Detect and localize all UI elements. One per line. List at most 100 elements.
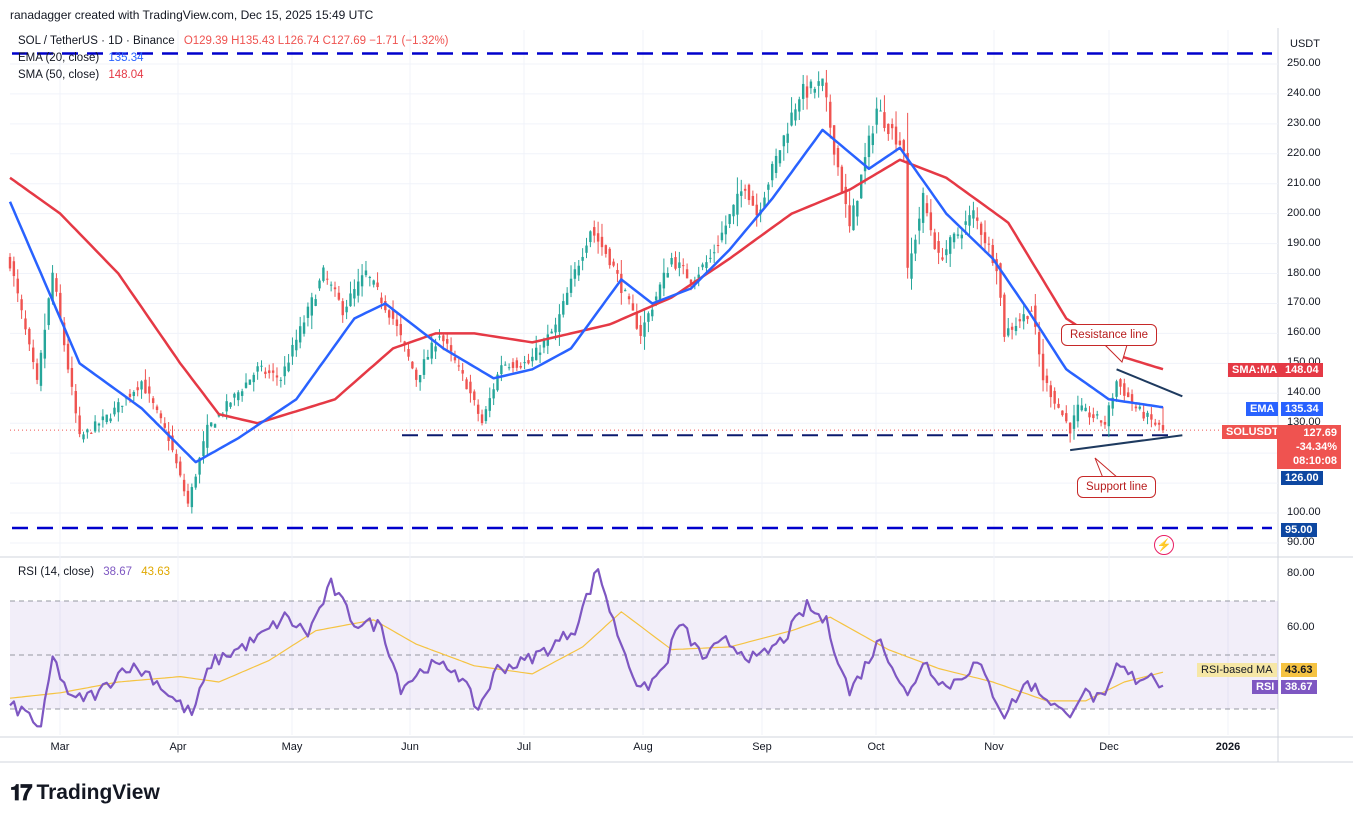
tradingview-logo[interactable]: 𝟏𝟕 TradingView bbox=[10, 780, 160, 806]
candle-body bbox=[1068, 422, 1072, 434]
candle-body bbox=[233, 393, 236, 398]
candle-body bbox=[867, 135, 871, 158]
candle bbox=[1126, 387, 1130, 398]
candle-body bbox=[794, 109, 797, 121]
candle-body bbox=[596, 233, 600, 242]
candle bbox=[798, 96, 801, 121]
candle-body bbox=[1096, 414, 1099, 416]
candle-body bbox=[322, 267, 325, 281]
candle-body bbox=[960, 234, 964, 239]
candle-body bbox=[612, 261, 615, 266]
candle-body bbox=[229, 402, 232, 407]
candle-body bbox=[461, 370, 464, 374]
candle bbox=[298, 316, 302, 349]
candle bbox=[1150, 407, 1153, 428]
resistance-line-label[interactable]: Resistance line bbox=[1061, 324, 1157, 346]
candle bbox=[701, 262, 704, 271]
candle bbox=[751, 190, 755, 206]
candle bbox=[457, 358, 461, 372]
candle-body bbox=[1053, 390, 1056, 404]
candle-body bbox=[639, 324, 642, 336]
legend-rsi-row[interactable]: RSI (14, close) 38.67 43.63 bbox=[18, 566, 170, 578]
candle bbox=[260, 360, 263, 372]
candle bbox=[291, 337, 294, 365]
candle-body bbox=[86, 429, 89, 433]
candle-body bbox=[604, 245, 608, 254]
candle-body bbox=[387, 310, 391, 318]
candle-body bbox=[662, 272, 666, 289]
candle bbox=[488, 387, 491, 418]
candle-body bbox=[856, 200, 859, 217]
candle-body bbox=[1138, 406, 1141, 409]
candle-body bbox=[906, 152, 909, 268]
candle-body bbox=[109, 418, 112, 422]
candle bbox=[1068, 422, 1072, 443]
candle bbox=[844, 173, 847, 218]
candle-body bbox=[948, 237, 952, 254]
candle-body bbox=[182, 479, 186, 492]
candle-body bbox=[476, 404, 480, 414]
candle-body bbox=[8, 256, 12, 269]
candle-body bbox=[252, 374, 255, 383]
candle bbox=[507, 363, 511, 371]
candle bbox=[8, 253, 12, 272]
price-tick-label: 170.00 bbox=[1287, 296, 1321, 309]
candle-body bbox=[43, 329, 47, 359]
candle bbox=[105, 414, 108, 425]
candle-body bbox=[333, 287, 337, 290]
candle-body bbox=[1030, 310, 1033, 312]
legend-symbol-row[interactable]: SOL / TetherUS · 1D · Binance O129.39 H1… bbox=[18, 35, 449, 47]
candle-body bbox=[248, 379, 252, 385]
candle bbox=[767, 182, 770, 203]
candle-body bbox=[790, 112, 793, 126]
candle-body bbox=[1115, 381, 1118, 397]
candle-body bbox=[314, 299, 317, 306]
candle-body bbox=[295, 339, 298, 351]
candle-body bbox=[345, 306, 348, 313]
candle-body bbox=[538, 352, 542, 355]
candle-body bbox=[623, 290, 627, 292]
candle bbox=[732, 204, 735, 225]
candle-body bbox=[1037, 332, 1041, 355]
candle bbox=[318, 278, 321, 291]
candle bbox=[1026, 315, 1029, 324]
candle bbox=[206, 414, 209, 457]
candle-body bbox=[155, 406, 159, 411]
candle-body bbox=[558, 314, 561, 332]
candle bbox=[159, 410, 163, 424]
alert-lightning-icon[interactable]: ⚡ bbox=[1154, 535, 1174, 555]
candle-body bbox=[39, 352, 43, 386]
candle bbox=[558, 304, 561, 346]
candle bbox=[1157, 419, 1161, 431]
candle-body bbox=[705, 262, 708, 269]
resistance-callout-tail bbox=[1104, 344, 1128, 363]
candle-body bbox=[848, 205, 851, 227]
candle bbox=[148, 376, 151, 403]
candle-body bbox=[194, 476, 197, 488]
candle-body bbox=[627, 296, 631, 300]
support-callout-tail bbox=[1094, 457, 1119, 479]
candle-body bbox=[678, 262, 681, 269]
candle bbox=[569, 265, 573, 298]
legend-sma-row[interactable]: SMA (50, close) 148.04 bbox=[18, 69, 144, 81]
candle-body bbox=[527, 360, 530, 364]
support-line-label[interactable]: Support line bbox=[1077, 476, 1157, 498]
candle bbox=[186, 483, 190, 507]
legend-ema-row[interactable]: EMA (20, close) 135.34 bbox=[18, 52, 144, 64]
candle-body bbox=[368, 277, 372, 279]
candle-body bbox=[198, 457, 201, 475]
candle bbox=[794, 103, 797, 126]
candle bbox=[32, 339, 35, 370]
candle-body bbox=[306, 306, 310, 318]
candle bbox=[256, 362, 259, 380]
candle-body bbox=[337, 292, 341, 300]
price-tick-label: 230.00 bbox=[1287, 116, 1321, 129]
candle bbox=[523, 355, 526, 370]
candle bbox=[364, 260, 368, 278]
candle-body bbox=[59, 292, 62, 319]
candle-body bbox=[763, 197, 766, 208]
candle bbox=[821, 78, 824, 92]
candle-body bbox=[82, 434, 85, 440]
candle-body bbox=[310, 297, 313, 316]
candle bbox=[979, 221, 983, 247]
